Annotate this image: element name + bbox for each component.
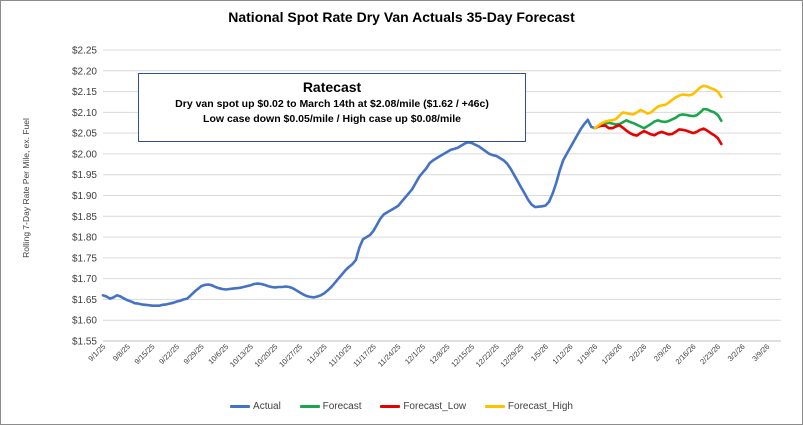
y-tick-label: $1.75 bbox=[72, 253, 97, 264]
x-tick-label: 2/2/26 bbox=[627, 342, 648, 363]
legend-label-forecast-high: Forecast_High bbox=[507, 401, 573, 412]
x-tick-label: 11/24/25 bbox=[376, 342, 403, 369]
x-tick-label: 9/15/25 bbox=[133, 342, 157, 366]
x-tick-label: 2/16/26 bbox=[674, 342, 698, 366]
ratecast-line-2: Low case down $0.05/mile / High case up … bbox=[203, 113, 461, 125]
chart-title: National Spot Rate Dry Van Actuals 35-Da… bbox=[228, 9, 575, 25]
y-tick-label: $2.00 bbox=[72, 149, 97, 160]
x-tick-label: 9/29/25 bbox=[182, 342, 206, 366]
ratecast-line-1: Dry van spot up $0.02 to March 14th at $… bbox=[175, 98, 489, 110]
x-tick-label: 10/20/25 bbox=[253, 342, 280, 369]
x-tick-label: 10/27/25 bbox=[277, 342, 304, 369]
y-tick-label: $2.05 bbox=[72, 129, 97, 140]
legend-label-actual: Actual bbox=[253, 401, 281, 412]
series-lines bbox=[101, 84, 723, 308]
x-tick-label: 9/8/25 bbox=[111, 342, 132, 363]
x-tick-label: 12/1/25 bbox=[403, 342, 427, 366]
legend-swatch-forecast bbox=[299, 404, 320, 408]
x-tick-label: 1/26/26 bbox=[600, 342, 624, 366]
legend-item-forecast-high: Forecast_High bbox=[484, 401, 573, 412]
x-tick-label: 10/13/25 bbox=[228, 342, 255, 369]
ratecast-title: Ratecast bbox=[302, 79, 362, 95]
x-tick-label: 9/22/25 bbox=[157, 342, 181, 366]
y-tick-label: $1.65 bbox=[72, 295, 97, 306]
x-tick-label: 2/9/26 bbox=[652, 342, 673, 363]
ratecast-annotation-box: Ratecast Dry van spot up $0.02 to March … bbox=[138, 73, 526, 142]
x-tick-label: 3/2/26 bbox=[726, 342, 747, 363]
x-axis-ticks: 9/1/25 9/8/25 9/15/25 9/22/25 9/29/25 10/6/25… bbox=[86, 342, 771, 369]
y-axis-ticks: $1.55 $1.60 $1.65 $1.70 $1.75 $1.80 $1.85 $1.90… bbox=[72, 46, 97, 348]
y-tick-label: $1.60 bbox=[72, 316, 97, 327]
x-tick-label: 1/19/26 bbox=[575, 342, 599, 366]
y-tick-label: $1.55 bbox=[72, 337, 97, 348]
x-tick-label: 11/17/25 bbox=[351, 342, 378, 369]
series-line-actual bbox=[101, 118, 597, 308]
legend-item-forecast: Forecast bbox=[299, 401, 362, 412]
series-line-forecast-low bbox=[593, 123, 723, 146]
y-tick-label: $1.95 bbox=[72, 170, 97, 181]
legend-item-forecast-low: Forecast_Low bbox=[380, 401, 466, 412]
y-tick-label: $2.15 bbox=[72, 87, 97, 98]
legend-swatch-actual bbox=[230, 404, 251, 408]
series-line-forecast bbox=[593, 107, 723, 130]
y-tick-label: $1.80 bbox=[72, 233, 97, 244]
legend-swatch-forecast-high bbox=[484, 404, 505, 408]
x-tick-label: 12/15/25 bbox=[449, 342, 476, 369]
x-tick-label: 1/5/26 bbox=[529, 342, 550, 363]
chart-legend: Actual Forecast Forecast_Low Forecast_Hi… bbox=[0, 401, 803, 412]
x-tick-label: 3/9/26 bbox=[750, 342, 771, 363]
legend-item-actual: Actual bbox=[230, 401, 281, 412]
x-tick-label: 2/23/26 bbox=[698, 342, 722, 366]
y-tick-label: $1.90 bbox=[72, 191, 97, 202]
y-tick-label: $2.25 bbox=[72, 46, 97, 57]
series-line-forecast-high bbox=[593, 84, 723, 130]
legend-swatch-forecast-low bbox=[380, 404, 401, 408]
x-tick-label: 11/10/25 bbox=[327, 342, 354, 369]
x-tick-label: 12/22/25 bbox=[474, 342, 501, 369]
y-tick-label: $2.10 bbox=[72, 108, 97, 119]
y-tick-label: $2.20 bbox=[72, 66, 97, 77]
x-tick-label: 11/3/25 bbox=[305, 342, 329, 366]
y-tick-label: $1.70 bbox=[72, 274, 97, 285]
x-tick-label: 1/12/26 bbox=[551, 342, 575, 366]
y-tick-label: $1.85 bbox=[72, 212, 97, 223]
legend-label-forecast: Forecast bbox=[322, 401, 362, 412]
x-tick-label: 12/29/25 bbox=[498, 342, 525, 369]
legend-label-forecast-low: Forecast_Low bbox=[403, 401, 467, 412]
